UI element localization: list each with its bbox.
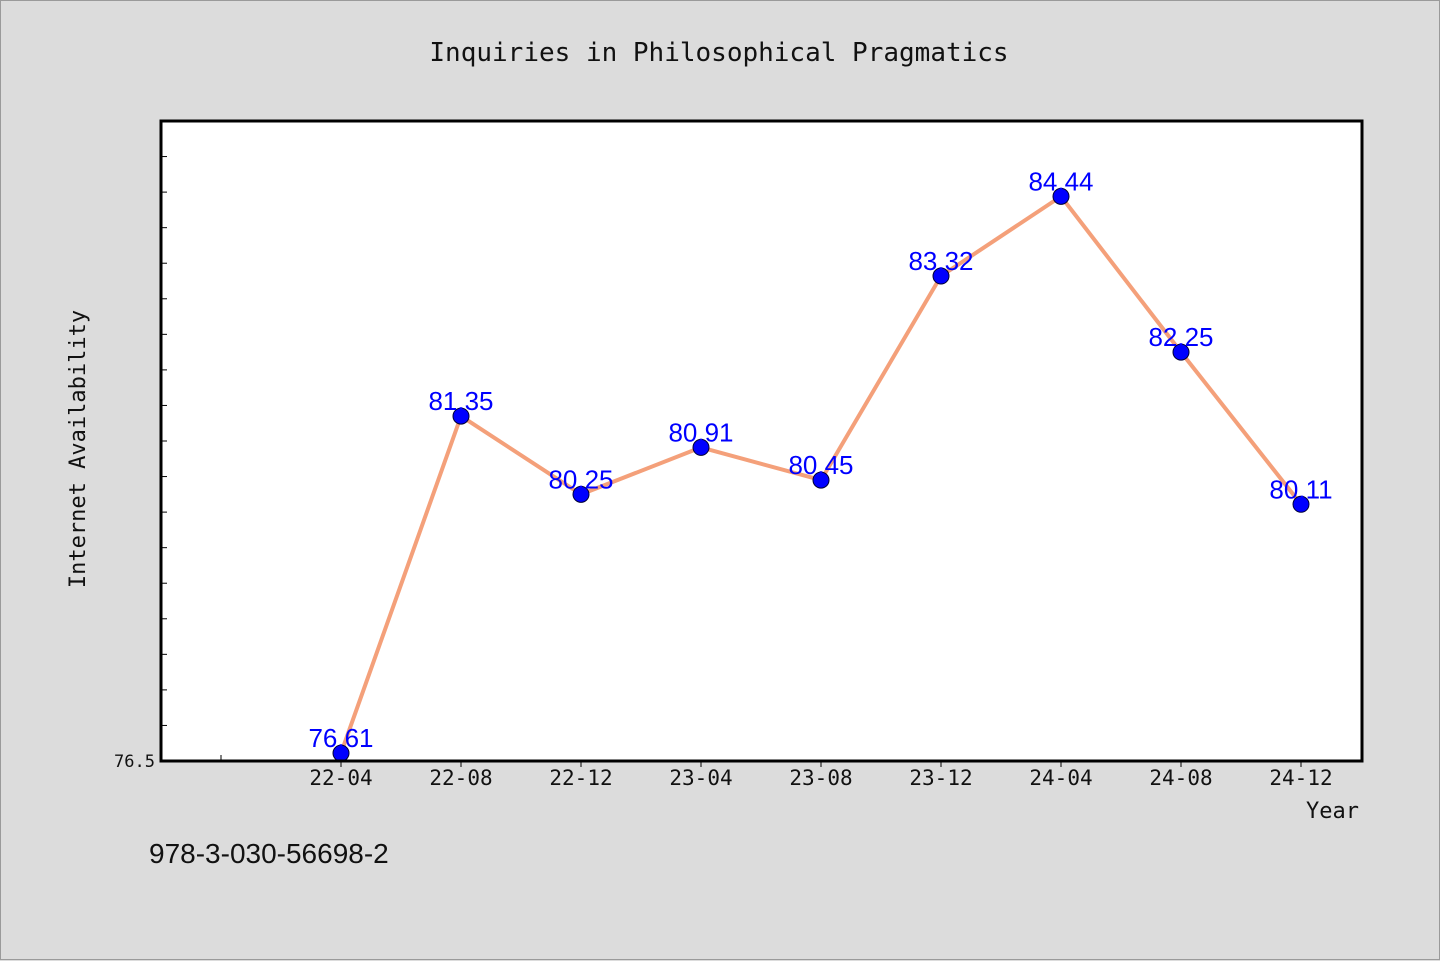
plot-frame — [159, 119, 1364, 763]
data-label: 83.32 — [908, 246, 973, 276]
x-tick-label: 24-04 — [1029, 766, 1092, 790]
data-label: 81.35 — [428, 386, 493, 416]
footer-isbn: 978-3-030-56698-2 — [149, 838, 389, 869]
data-label: 80.11 — [1269, 474, 1332, 504]
y-axis-label: Internet Availability — [66, 310, 91, 588]
x-tick-label: 23-04 — [669, 766, 732, 790]
x-tick-label: 22-08 — [429, 766, 492, 790]
data-point — [932, 267, 950, 285]
plot-area — [161, 121, 1362, 761]
data-point — [692, 438, 710, 456]
data-label: 84.44 — [1028, 166, 1093, 196]
data-label: 80.25 — [548, 464, 613, 494]
series-layer: 76.61 81.35 80.25 80.91 80.45 83.32 84.44 82.25… — [308, 166, 1333, 762]
chart-title: Inquiries in Philosophical Pragmatics — [429, 38, 1008, 68]
x-axis-ticks: 22-04 22-08 22-12 23-04 23-08 23-12 24-04 24-08… — [220, 755, 1333, 790]
data-point — [452, 407, 470, 425]
data-point — [1172, 343, 1190, 361]
x-tick-label: 23-08 — [789, 766, 852, 790]
x-tick-label: 24-12 — [1269, 766, 1332, 790]
y-tick-label: 76.5 — [114, 752, 155, 772]
x-tick-label: 22-12 — [549, 766, 612, 790]
x-tick-label: 24-08 — [1149, 766, 1212, 790]
x-tick-label: 22-04 — [309, 766, 372, 790]
x-tick-label: 23-12 — [909, 766, 972, 790]
data-point — [572, 485, 590, 503]
data-point — [1292, 495, 1310, 513]
data-label: 80.91 — [668, 417, 733, 447]
data-label: 82.25 — [1148, 322, 1213, 352]
data-point — [1052, 187, 1070, 205]
x-axis-label: Year — [1306, 799, 1359, 824]
data-label: 80.45 — [788, 450, 853, 480]
data-point — [812, 471, 830, 489]
data-label: 76.61 — [308, 723, 373, 753]
y-axis-ticks: 76.5 — [114, 120, 167, 772]
